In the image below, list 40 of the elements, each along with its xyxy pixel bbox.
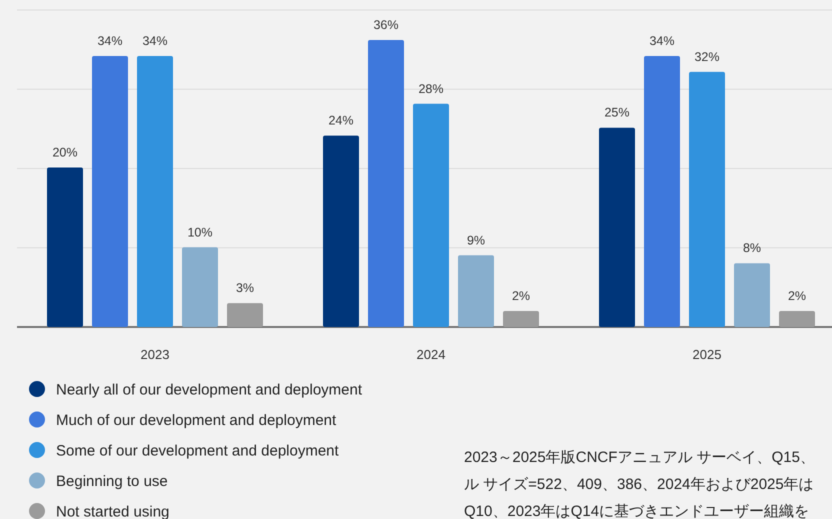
data-label: 3% <box>236 281 254 296</box>
data-label: 10% <box>187 225 213 240</box>
legend-label: Nearly all of our development and deployment <box>56 382 363 398</box>
bar <box>458 255 494 327</box>
bar <box>689 72 725 327</box>
data-label: 2% <box>512 289 530 304</box>
legend-label: Some of our development and deployment <box>56 442 340 460</box>
x-tick-label: 2024 <box>416 347 446 362</box>
data-label: 34% <box>97 34 123 48</box>
bar <box>368 40 404 327</box>
data-label: 36% <box>373 18 399 32</box>
data-label: 9% <box>466 233 486 248</box>
data-label: 34% <box>649 34 675 48</box>
bar <box>734 263 770 327</box>
x-tick-label: 2023 <box>140 347 170 362</box>
bar <box>779 311 815 327</box>
legend-label: Much of our development and deployment <box>56 412 338 429</box>
bar <box>137 56 173 327</box>
bar <box>182 247 218 327</box>
annotation: Q10、2023年はQ14に基づきエンドユーザー組織を <box>464 503 810 519</box>
bar <box>47 168 83 327</box>
bar <box>227 303 263 327</box>
annotation: 2023～2025年版CNCFアニュアル サーベイ、Q15、 <box>464 449 815 466</box>
bar <box>503 311 539 327</box>
data-label: 32% <box>694 50 720 64</box>
legend-label: Beginning to use <box>56 473 168 490</box>
bar <box>599 128 635 327</box>
annotation: ル サイズ=522、409、386、2024年および2025年は <box>464 476 814 493</box>
x-tick-label: 2025 <box>692 347 722 362</box>
data-label: 8% <box>742 241 762 256</box>
bar <box>413 104 449 327</box>
data-label: 20% <box>52 146 78 160</box>
data-label: 25% <box>604 106 630 120</box>
data-label: 2% <box>788 289 806 304</box>
bar <box>644 56 680 327</box>
data-label: 28% <box>418 82 444 96</box>
bar <box>323 136 359 327</box>
data-label: 24% <box>328 114 354 128</box>
data-label: 34% <box>142 34 168 48</box>
bar <box>92 56 128 327</box>
